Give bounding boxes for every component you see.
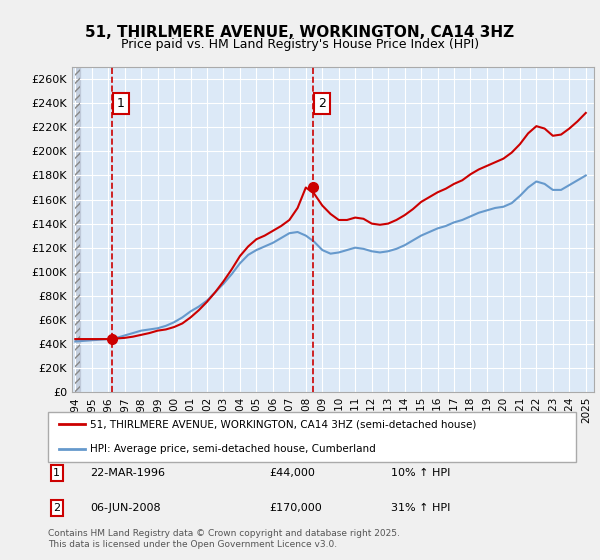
Bar — [75, 67, 80, 392]
Text: 51, THIRLMERE AVENUE, WORKINGTON, CA14 3HZ: 51, THIRLMERE AVENUE, WORKINGTON, CA14 3… — [85, 25, 515, 40]
Text: Contains HM Land Registry data © Crown copyright and database right 2025.
This d: Contains HM Land Registry data © Crown c… — [48, 529, 400, 549]
Text: 1: 1 — [117, 97, 125, 110]
Text: 31% ↑ HPI: 31% ↑ HPI — [391, 503, 451, 513]
Text: 22-MAR-1996: 22-MAR-1996 — [90, 468, 165, 478]
Text: 2: 2 — [53, 503, 61, 513]
Text: 06-JUN-2008: 06-JUN-2008 — [90, 503, 161, 513]
Text: 1: 1 — [53, 468, 60, 478]
Text: 2: 2 — [318, 97, 326, 110]
Text: £44,000: £44,000 — [270, 468, 316, 478]
Text: £170,000: £170,000 — [270, 503, 323, 513]
Text: HPI: Average price, semi-detached house, Cumberland: HPI: Average price, semi-detached house,… — [90, 445, 376, 454]
Text: Price paid vs. HM Land Registry's House Price Index (HPI): Price paid vs. HM Land Registry's House … — [121, 38, 479, 51]
Text: 10% ↑ HPI: 10% ↑ HPI — [391, 468, 451, 478]
FancyBboxPatch shape — [48, 412, 576, 462]
Bar — [75, 67, 80, 392]
Text: 51, THIRLMERE AVENUE, WORKINGTON, CA14 3HZ (semi-detached house): 51, THIRLMERE AVENUE, WORKINGTON, CA14 3… — [90, 419, 476, 429]
